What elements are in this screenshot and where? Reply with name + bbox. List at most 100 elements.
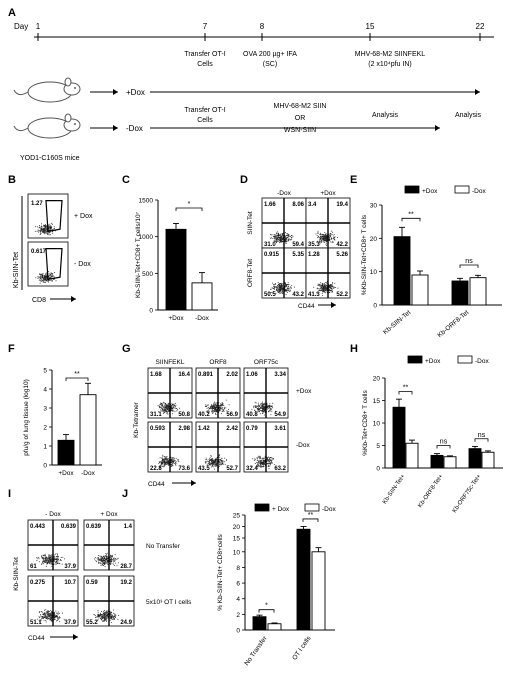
panel-e-sig-1-bracket bbox=[459, 264, 479, 268]
panel-j-ytick: 0 bbox=[236, 628, 240, 635]
panel-g-quad-q3: 32.4 bbox=[246, 466, 258, 472]
panel-g-quad-q4: 73.6 bbox=[178, 466, 190, 472]
panel-g-quad-q3: 40.8 bbox=[246, 412, 258, 418]
group-label-plus-dox: +Dox bbox=[126, 88, 145, 97]
panel-d-row-label: ORF8-Tet bbox=[247, 259, 254, 287]
panel-d-plot-0-1 bbox=[305, 197, 351, 249]
panel-d-plot-0-0 bbox=[261, 197, 307, 249]
panel-b-plot-0 bbox=[27, 193, 69, 239]
panel-d-quad-q3: 41.3 bbox=[308, 292, 320, 298]
panel-g-quad-q1: 0.891 bbox=[198, 372, 214, 378]
panel-d-quad-q3: 35.3 bbox=[308, 242, 320, 248]
panel-d-quad-q3: 31.0 bbox=[264, 242, 276, 248]
arrow-head-icon bbox=[331, 302, 336, 308]
panel-e-legend-swatch bbox=[404, 185, 420, 194]
panel-d-quad-q1: 3.4 bbox=[308, 202, 317, 208]
panel-j-bar-0-0 bbox=[252, 616, 267, 631]
panel-g-plot-1-1 bbox=[195, 421, 241, 473]
arrow-head-icon bbox=[113, 89, 118, 95]
panel-h-sig-0: ** bbox=[403, 385, 409, 392]
panel-g-quad-q4: 56.9 bbox=[226, 412, 238, 418]
panel-g-quad-q1: 1.06 bbox=[246, 372, 258, 378]
panel-f-category: +Dox bbox=[58, 470, 74, 477]
panel-f-sig-bracket bbox=[65, 377, 89, 381]
panel-h-category: Kb-ORF75c-Tet+ bbox=[452, 473, 483, 514]
panel-h-sig-2-bracket bbox=[474, 438, 489, 442]
arrow-head-icon bbox=[71, 296, 76, 302]
panel-letter-d: D bbox=[240, 174, 248, 186]
panel-e-chart bbox=[379, 185, 502, 306]
panel-d-quad-q4: 59.4 bbox=[292, 242, 304, 248]
timeline-day-7: 7 bbox=[203, 22, 208, 31]
panel-b-gate-value: 1.27 bbox=[31, 201, 43, 207]
panel-c-category: -Dox bbox=[195, 315, 209, 322]
panel-g-plot-0-2 bbox=[243, 367, 289, 419]
panel-h-sig-0-bracket bbox=[398, 391, 413, 395]
panel-g-xlabel: CD44 bbox=[148, 481, 165, 488]
panel-f-chart-ytick: 4 bbox=[43, 387, 47, 394]
panel-d-quad-q4: 43.2 bbox=[292, 292, 304, 298]
panel-f-bar-1 bbox=[79, 394, 97, 466]
panel-d-quad-q1: 1.66 bbox=[264, 202, 276, 208]
panel-j-sig-1-bracket bbox=[302, 518, 319, 522]
panel-i-quad-q4: 37.9 bbox=[64, 620, 76, 626]
panel-c-ylabel: Kb-SIIN-Tet+CD8+ T cells/10⁷ bbox=[135, 211, 142, 298]
panel-f-bar-0 bbox=[57, 439, 75, 466]
panel-d-quad-q1: 0.915 bbox=[264, 252, 280, 258]
panel-i-quad-q1: 0.639 bbox=[86, 524, 102, 530]
panel-e-chart-ytick: 10 bbox=[370, 269, 378, 276]
panel-e-category: Kb-SIIN-Tet bbox=[382, 309, 412, 336]
panel-g-quad-q2: 3.34 bbox=[274, 372, 286, 378]
panel-b-condition: - Dox bbox=[74, 261, 91, 268]
panel-j-sig-0: * bbox=[265, 603, 268, 610]
step-analysis-end: Analysis bbox=[455, 112, 482, 119]
panel-letter-i: I bbox=[8, 488, 11, 500]
panel-j-legend-label: + Dox bbox=[272, 506, 290, 513]
panel-g-quad-q1: 1.42 bbox=[198, 426, 210, 432]
panel-j-legend-label: -Dox bbox=[322, 506, 336, 513]
panel-g-plot-1-2 bbox=[243, 421, 289, 473]
panel-h-bar-1-0 bbox=[430, 454, 444, 469]
panel-b-gate-value: 0.617 bbox=[31, 249, 47, 255]
panel-j-chart bbox=[242, 503, 335, 631]
gate-polygon bbox=[45, 200, 63, 233]
timeline-annotation-d8: (SC) bbox=[263, 61, 277, 68]
arrow-head-icon bbox=[435, 125, 440, 131]
panel-f-category: -Dox bbox=[81, 470, 95, 477]
mouse-illustration-bottom bbox=[13, 113, 81, 139]
panel-j-ylabel: % Kb-SIIN-Tet+ CD8+cells bbox=[217, 533, 224, 610]
panel-j-legend-swatch bbox=[304, 503, 320, 512]
timeline-day-15: 15 bbox=[366, 22, 375, 31]
panel-i-quad-q4: 28.7 bbox=[120, 564, 132, 570]
step-transfer-cells: Cells bbox=[197, 117, 213, 124]
panel-g-col-label: ORF75c bbox=[254, 359, 279, 366]
timeline-day-8: 8 bbox=[260, 22, 265, 31]
panel-b-condition: + Dox bbox=[74, 213, 93, 220]
panel-g-quad-q2: 2.42 bbox=[226, 426, 238, 432]
panel-h-legend-swatch bbox=[457, 355, 473, 364]
panel-f-ylabel: pfu/g of lung tissue (log10) bbox=[23, 379, 30, 456]
timeline-day-1: 1 bbox=[36, 22, 41, 31]
panel-i-plot-0-1 bbox=[83, 519, 135, 571]
panel-i-plot-1-0 bbox=[27, 575, 79, 627]
panel-h-category: Kb-ORF8-Tet+ bbox=[417, 473, 444, 509]
panel-h-chart bbox=[382, 355, 503, 469]
panel-e-ylabel: %Kb-SIIN-Tet+CD8+ T cells bbox=[361, 214, 368, 295]
panel-h-legend-swatch bbox=[407, 355, 423, 364]
panel-b-ylabel: Kb-SIIN-Tet bbox=[13, 252, 20, 288]
panel-d-quad-q2: 5.26 bbox=[336, 252, 348, 258]
panel-j-ytick: 20 bbox=[233, 524, 241, 531]
panel-e-legend-label: -Dox bbox=[472, 188, 486, 195]
step-wsn: WSN-SIIN bbox=[284, 127, 316, 134]
panel-g-quad-q3: 31.1 bbox=[150, 412, 162, 418]
panel-d-row-label: SIIN-Tet bbox=[247, 211, 254, 235]
panel-h-legend-label: -Dox bbox=[475, 358, 489, 365]
panel-letter-b: B bbox=[8, 174, 16, 186]
panel-g-quad-q2: 2.02 bbox=[226, 372, 238, 378]
panel-d-quad-q2: 19.4 bbox=[336, 202, 348, 208]
panel-i-quad-q3: 55.2 bbox=[86, 620, 98, 626]
panel-g-quad-q2: 3.61 bbox=[274, 426, 286, 432]
panel-i-quad-q3: 51.1 bbox=[30, 620, 42, 626]
panel-h-chart-ytick: 15 bbox=[373, 398, 381, 405]
panel-g-ylabel: Kb-Tetramer bbox=[133, 401, 140, 438]
